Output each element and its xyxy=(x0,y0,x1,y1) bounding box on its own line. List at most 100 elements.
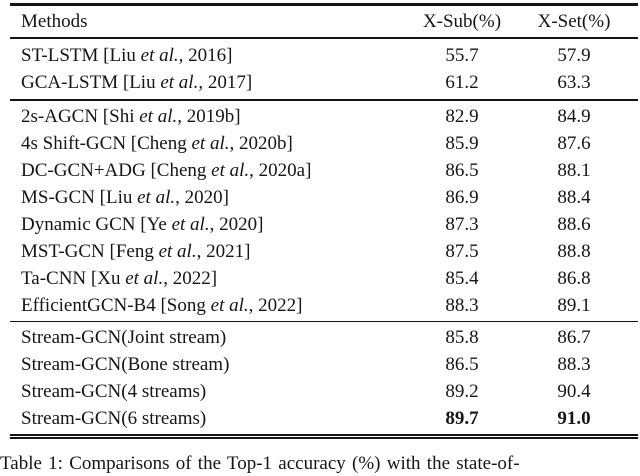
method-cell: Dynamic GCN [Ye et al., 2020] xyxy=(10,211,412,238)
xset-cell: 84.9 xyxy=(557,105,591,127)
xsub-cell: 82.9 xyxy=(445,105,479,127)
method-cell: EfficientGCN-B4 [Song et al., 2022] xyxy=(10,292,412,319)
method-cell: MS-GCN [Liu et al., 2020] xyxy=(10,184,412,211)
table-group-streamgcn: Stream-GCN(Joint stream) 85.8 86.7 Strea… xyxy=(10,322,638,434)
xsub-cell: 55.7 xyxy=(445,45,479,66)
method-etal: et al. xyxy=(191,132,230,154)
results-table: Methods X-Sub(%) X-Set(%) ST-LSTM [Liu e… xyxy=(10,3,638,439)
method-etal: et al. xyxy=(140,45,179,66)
bottom-rule xyxy=(10,434,638,439)
method-cell: MST-GCN [Feng et al., 2021] xyxy=(10,238,412,265)
method-post: , 2017] xyxy=(198,72,253,93)
xset-cell: 88.3 xyxy=(557,354,591,375)
method-cell: Stream-GCN(Joint stream) xyxy=(10,324,412,351)
top-rule xyxy=(10,3,638,6)
table-row: DC-GCN+ADG [Cheng et al., 2020a] 86.5 88… xyxy=(10,157,638,184)
table-header-row: Methods X-Sub(%) X-Set(%) xyxy=(10,6,638,37)
table-row: ST-LSTM [Liu et al., 2016] 55.7 57.9 xyxy=(10,42,638,69)
method-text: ST-LSTM [Liu xyxy=(21,45,141,66)
method-post: , 2021] xyxy=(196,240,251,262)
xset-cell: 57.9 xyxy=(557,45,591,66)
method-cell: Ta-CNN [Xu et al., 2022] xyxy=(10,265,412,292)
method-text: MS-GCN [Liu xyxy=(21,186,138,208)
method-text: Ta-CNN [Xu xyxy=(21,267,126,289)
xset-cell: 63.3 xyxy=(557,72,591,93)
method-post: , 2019b] xyxy=(177,105,241,127)
method-cell: Stream-GCN(6 streams) xyxy=(10,405,412,432)
xsub-cell: 85.8 xyxy=(445,327,479,348)
method-text: Stream-GCN(4 streams) xyxy=(21,381,207,402)
method-etal: et al. xyxy=(137,186,176,208)
method-cell: DC-GCN+ADG [Cheng et al., 2020a] xyxy=(10,157,412,184)
method-text: GCA-LSTM [Liu xyxy=(21,72,161,93)
table-row: 4s Shift-GCN [Cheng et al., 2020b] 85.9 … xyxy=(10,130,638,157)
xsub-cell: 87.5 xyxy=(445,240,479,262)
method-etal: et al. xyxy=(211,159,250,181)
method-text: DC-GCN+ADG [Cheng xyxy=(21,159,212,181)
xsub-cell: 85.9 xyxy=(445,132,479,154)
method-etal: et al. xyxy=(125,267,164,289)
method-post: , 2020b] xyxy=(229,132,293,154)
table-row: Stream-GCN(Joint stream) 85.8 86.7 xyxy=(10,324,638,351)
method-etal: et al. xyxy=(210,294,249,316)
xsub-cell: 89.2 xyxy=(445,381,479,402)
method-cell: ST-LSTM [Liu et al., 2016] xyxy=(10,42,412,69)
table-row: Stream-GCN(Bone stream) 86.5 88.3 xyxy=(10,351,638,378)
table-row: 2s-AGCN [Shi et al., 2019b] 82.9 84.9 xyxy=(10,103,638,130)
method-text: MST-GCN [Feng xyxy=(21,240,159,262)
method-post: , 2020] xyxy=(209,213,264,235)
xsub-cell: 86.5 xyxy=(445,354,479,375)
table-row: MST-GCN [Feng et al., 2021] 87.5 88.8 xyxy=(10,238,638,265)
xset-cell: 87.6 xyxy=(557,132,591,154)
table-caption: Table 1: Comparisons of the Top-1 accura… xyxy=(0,453,520,474)
xset-cell: 88.6 xyxy=(557,213,591,235)
method-etal: et al. xyxy=(139,105,178,127)
method-text: Stream-GCN(6 streams) xyxy=(21,408,207,429)
method-post: , 2020a] xyxy=(249,159,312,181)
xset-cell: 89.1 xyxy=(557,294,591,316)
method-cell: Stream-GCN(Bone stream) xyxy=(10,351,412,378)
method-post: , 2022] xyxy=(248,294,303,316)
xset-cell: 91.0 xyxy=(557,408,591,429)
header-rule xyxy=(10,37,638,39)
xset-cell: 86.7 xyxy=(557,327,591,348)
table-row: MS-GCN [Liu et al., 2020] 86.9 88.4 xyxy=(10,184,638,211)
xsub-cell: 88.3 xyxy=(445,294,479,316)
xsub-cell: 85.4 xyxy=(445,267,479,289)
method-etal: et al. xyxy=(158,240,197,262)
method-etal: et al. xyxy=(160,72,199,93)
xset-cell: 86.8 xyxy=(557,267,591,289)
method-cell: 4s Shift-GCN [Cheng et al., 2020b] xyxy=(10,130,412,157)
table-row: GCA-LSTM [Liu et al., 2017] 61.2 63.3 xyxy=(10,69,638,96)
method-post: , 2020] xyxy=(175,186,229,208)
table-row: Ta-CNN [Xu et al., 2022] 85.4 86.8 xyxy=(10,265,638,292)
method-cell: GCA-LSTM [Liu et al., 2017] xyxy=(10,69,412,96)
method-etal: et al. xyxy=(171,213,210,235)
table-group-gcn: 2s-AGCN [Shi et al., 2019b] 82.9 84.9 4s… xyxy=(10,101,638,321)
table-row: EfficientGCN-B4 [Song et al., 2022] 88.3… xyxy=(10,292,638,319)
xset-cell: 88.8 xyxy=(557,240,591,262)
method-cell: 2s-AGCN [Shi et al., 2019b] xyxy=(10,103,412,130)
xset-cell: 88.1 xyxy=(557,159,591,181)
method-text: 4s Shift-GCN [Cheng xyxy=(21,132,192,154)
table-row: Stream-GCN(6 streams) 89.7 91.0 xyxy=(10,405,638,432)
method-text: EfficientGCN-B4 [Song xyxy=(21,294,211,316)
table-row: Dynamic GCN [Ye et al., 2020] 87.3 88.6 xyxy=(10,211,638,238)
method-text: Stream-GCN(Bone stream) xyxy=(21,354,230,375)
method-cell: Stream-GCN(4 streams) xyxy=(10,378,412,405)
xsub-cell: 87.3 xyxy=(445,213,479,235)
xsub-cell: 89.7 xyxy=(445,408,479,429)
column-header-xset: X-Set(%) xyxy=(537,11,611,32)
xsub-cell: 86.5 xyxy=(445,159,479,181)
method-text: Dynamic GCN [Ye xyxy=(21,213,172,235)
method-text: Stream-GCN(Joint stream) xyxy=(21,327,227,348)
column-header-xsub: X-Sub(%) xyxy=(422,11,502,32)
xsub-cell: 61.2 xyxy=(445,72,479,93)
xset-cell: 90.4 xyxy=(557,381,591,402)
method-post: , 2022] xyxy=(163,267,218,289)
method-text: 2s-AGCN [Shi xyxy=(21,105,140,127)
group-rule xyxy=(10,99,638,101)
method-post: , 2016] xyxy=(178,45,233,66)
xset-cell: 88.4 xyxy=(557,186,591,208)
table-row: Stream-GCN(4 streams) 89.2 90.4 xyxy=(10,378,638,405)
